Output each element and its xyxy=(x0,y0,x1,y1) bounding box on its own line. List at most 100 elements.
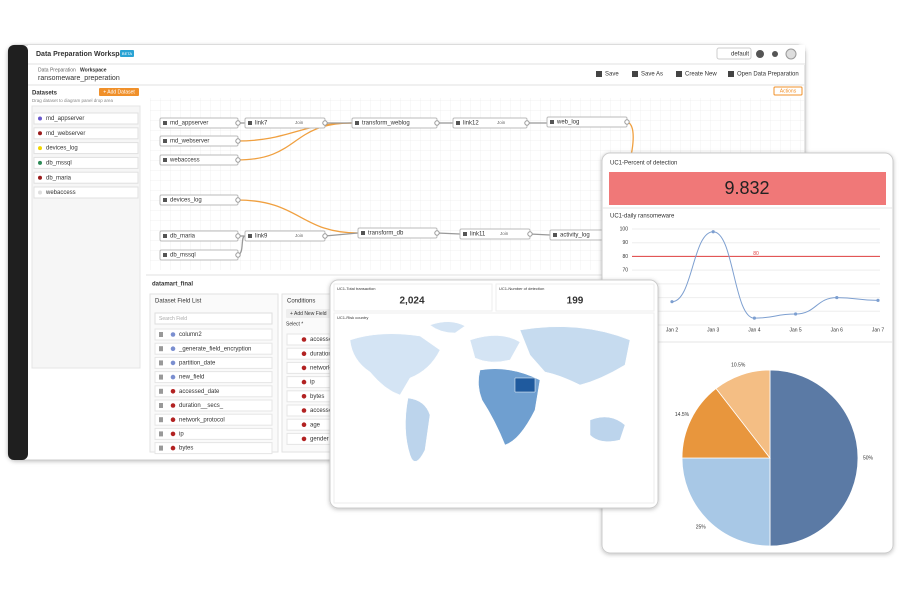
node-label[interactable]: transform_db xyxy=(368,231,404,237)
avatar[interactable] xyxy=(785,48,797,60)
node-join[interactable]: Join xyxy=(500,231,509,236)
map-title: UC1-Risk country xyxy=(337,315,368,320)
pie-label: 25% xyxy=(696,525,707,531)
pie-label: 50% xyxy=(863,455,874,461)
node-port xyxy=(527,231,533,237)
field-item[interactable] xyxy=(154,442,273,455)
add-field-button[interactable] xyxy=(286,309,330,318)
dataset-item[interactable] xyxy=(33,186,139,199)
condition-name[interactable]: ip xyxy=(310,380,315,386)
node-label[interactable]: transform_weblog xyxy=(362,121,410,127)
field-item[interactable] xyxy=(154,371,273,384)
condition-name[interactable]: network xyxy=(310,365,332,371)
field-item[interactable] xyxy=(154,328,273,341)
node-join[interactable]: Join xyxy=(295,233,304,238)
app-title: Data Preparation Workspace xyxy=(36,51,131,58)
node-label[interactable]: activity_log xyxy=(560,233,590,239)
add-dataset-label[interactable]: + Add Dataset xyxy=(103,89,135,95)
node-label[interactable]: link7 xyxy=(255,121,268,127)
add-dataset-button[interactable] xyxy=(99,88,139,96)
field-name[interactable]: _generate_field_encryption xyxy=(178,346,251,352)
kpi-value: 9.832 xyxy=(724,178,769,198)
node-join[interactable]: Join xyxy=(295,120,304,125)
dataset-dot xyxy=(38,160,42,165)
field-item[interactable] xyxy=(154,413,273,426)
toolbar-icon[interactable] xyxy=(632,71,638,77)
dataset-dot xyxy=(38,131,42,136)
help-icon[interactable] xyxy=(756,50,764,58)
x-tick-label: Jan 3 xyxy=(707,327,719,333)
workspace-name[interactable]: default xyxy=(731,52,749,58)
dataset-name[interactable]: md_webserver xyxy=(46,131,85,137)
node-label[interactable]: md_webserver xyxy=(170,139,209,145)
node-label[interactable]: md_appserver xyxy=(170,121,208,127)
field-name[interactable]: ip xyxy=(179,431,184,437)
condition-name[interactable]: bytes xyxy=(310,394,324,400)
dataset-name[interactable]: webaccess xyxy=(45,190,76,196)
breadcrumb[interactable]: Data Preparation xyxy=(38,67,76,73)
toolbar-button[interactable]: Save As xyxy=(641,72,663,78)
field-search-placeholder[interactable]: Search Field xyxy=(159,316,187,322)
workspace-select[interactable] xyxy=(716,47,752,60)
field-name[interactable]: bytes xyxy=(179,446,193,452)
node-label[interactable]: webaccess xyxy=(169,158,200,164)
add-field-label[interactable]: + Add New Field xyxy=(290,311,327,317)
toolbar-button[interactable]: Create New xyxy=(685,72,717,78)
node-label[interactable]: link9 xyxy=(255,234,268,240)
condition-dot xyxy=(301,422,307,428)
node-label[interactable]: link11 xyxy=(470,232,486,238)
toolbar-icon[interactable] xyxy=(676,71,682,77)
condition-name[interactable]: age xyxy=(310,422,321,428)
toolbar-button[interactable]: Open Data Preparation xyxy=(737,72,799,78)
field-name[interactable]: network_protocol xyxy=(179,417,225,423)
condition-name[interactable]: accesse xyxy=(310,337,333,343)
condition-dot xyxy=(301,408,307,413)
node-icon xyxy=(163,139,167,143)
node-label[interactable]: devices_log xyxy=(170,198,202,204)
node-join[interactable]: Join xyxy=(497,120,506,125)
data-point xyxy=(835,295,839,300)
field-item[interactable] xyxy=(154,342,273,355)
toolbar-button[interactable]: Save xyxy=(605,72,619,78)
dataset-item[interactable] xyxy=(33,127,139,140)
node-port xyxy=(235,252,241,258)
field-item[interactable] xyxy=(154,427,273,440)
field-name[interactable]: partition_date xyxy=(179,360,216,366)
node-label[interactable]: link12 xyxy=(463,121,479,127)
dataset-name[interactable]: db_mssql xyxy=(46,160,72,166)
field-item[interactable] xyxy=(154,385,273,398)
condition-name[interactable]: duration xyxy=(310,351,332,357)
breadcrumb[interactable]: Workspace xyxy=(80,67,107,73)
dataset-item[interactable] xyxy=(33,156,139,169)
actions-label[interactable]: Actions xyxy=(780,88,797,94)
node-icon xyxy=(550,120,554,124)
dataset-name[interactable]: db_maria xyxy=(46,175,72,181)
dataset-item[interactable] xyxy=(33,142,139,155)
dataset-item[interactable] xyxy=(33,171,139,184)
toolbar-icon[interactable] xyxy=(728,71,734,77)
map-panel: UC1-Total transaction 2,024 UC1-Number of … xyxy=(329,279,659,509)
node-label[interactable]: web_log xyxy=(556,120,579,126)
field-name[interactable]: column2 xyxy=(179,332,202,338)
field-item[interactable] xyxy=(154,356,273,369)
dataset-item[interactable] xyxy=(33,112,139,125)
field-item[interactable] xyxy=(154,399,273,412)
kpi-value: 2,024 xyxy=(399,296,424,307)
node-label[interactable]: db_maria xyxy=(170,234,196,240)
field-name[interactable]: accessed_date xyxy=(179,389,220,395)
bell-icon[interactable] xyxy=(772,51,778,57)
condition-name[interactable]: gender xyxy=(310,436,329,442)
condition-name[interactable]: accesse xyxy=(310,408,333,414)
node-port xyxy=(235,138,241,144)
actions-button[interactable] xyxy=(773,86,803,96)
node-label[interactable]: db_mssql xyxy=(170,253,196,259)
node-icon xyxy=(248,234,252,238)
toolbar-icon[interactable] xyxy=(596,71,602,77)
node-icon xyxy=(163,121,167,125)
datasets-hint: Drag dataset to diagram panel drop area xyxy=(32,98,114,103)
dataset-name[interactable]: devices_log xyxy=(46,146,78,152)
dataset-name[interactable]: md_appserver xyxy=(46,116,84,122)
field-name[interactable]: new_field xyxy=(179,375,204,381)
field-name[interactable]: duration__secs_ xyxy=(179,403,224,409)
field-search[interactable] xyxy=(154,312,273,325)
